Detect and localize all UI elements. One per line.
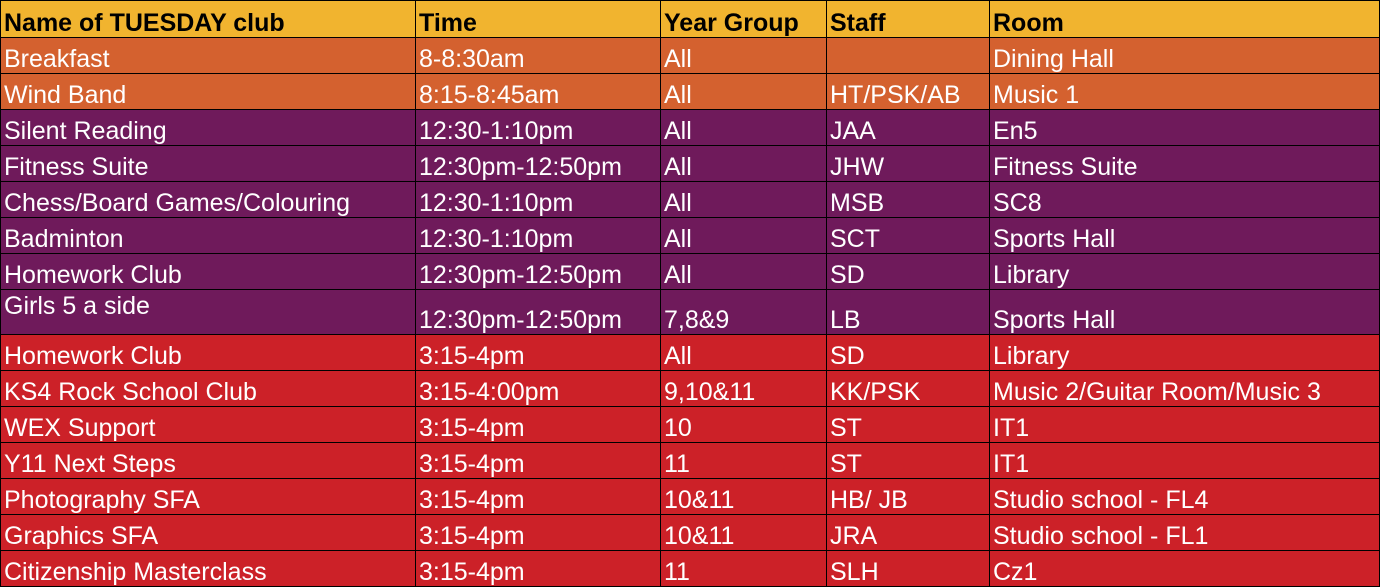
table-cell: SD — [826, 334, 990, 371]
table-cell: 8:15-8:45am — [415, 73, 661, 110]
table-cell: Music 2/Guitar Room/Music 3 — [989, 370, 1380, 407]
table-row: KS4 Rock School Club 3:15-4:00pm 9,10&11 KK… — [0, 370, 1380, 407]
table-cell: Library — [989, 253, 1380, 290]
table-row: Graphics SFA 3:15-4pm 10&11 JRA Studio schoo… — [0, 514, 1380, 551]
table-row: Fitness Suite 12:30pm-12:50pm All JHW Fitnes… — [0, 145, 1380, 182]
table-cell: Chess/Board Games/Colouring — [0, 181, 416, 218]
table-cell: Badminton — [0, 217, 416, 254]
table-cell: Homework Club — [0, 334, 416, 371]
table-row: Homework Club 12:30pm-12:50pm All SD Library — [0, 253, 1380, 290]
table-cell: Breakfast — [0, 37, 416, 74]
table-cell: Dining Hall — [989, 37, 1380, 74]
table-cell: 7,8&9 — [660, 289, 827, 335]
table-cell: All — [660, 253, 827, 290]
table-cell: Sports Hall — [989, 217, 1380, 254]
table-cell: 10&11 — [660, 514, 827, 551]
table-cell: Girls 5 a side — [0, 289, 416, 335]
table-cell: IT1 — [989, 406, 1380, 443]
table-cell: All — [660, 37, 827, 74]
table-cell: Studio school - FL1 — [989, 514, 1380, 551]
table-cell: SCT — [826, 217, 990, 254]
table-row: Citizenship Masterclass 3:15-4pm 11 SLH Cz1 — [0, 550, 1380, 587]
table-cell: HB/ JB — [826, 478, 990, 515]
table-cell: All — [660, 109, 827, 146]
header-cell: Year Group — [660, 0, 827, 38]
table-row: Breakfast 8-8:30am All Dining Hall — [0, 37, 1380, 74]
header-cell: Name of TUESDAY club — [0, 0, 416, 38]
table-cell: All — [660, 181, 827, 218]
table-cell — [826, 37, 990, 74]
table-cell: 12:30-1:10pm — [415, 181, 661, 218]
header-cell: Staff — [826, 0, 990, 38]
table-cell: JAA — [826, 109, 990, 146]
table-row: Wind Band 8:15-8:45am All HT/PSK/AB Music 1 — [0, 73, 1380, 110]
table-cell: 12:30pm-12:50pm — [415, 145, 661, 182]
table-cell: 12:30-1:10pm — [415, 109, 661, 146]
table-cell: 3:15-4:00pm — [415, 370, 661, 407]
table-cell: IT1 — [989, 442, 1380, 479]
table-cell: 3:15-4pm — [415, 442, 661, 479]
table-cell: 3:15-4pm — [415, 514, 661, 551]
table-row: Photography SFA 3:15-4pm 10&11 HB/ JB Studio… — [0, 478, 1380, 515]
table-cell: ST — [826, 442, 990, 479]
table-cell: Fitness Suite — [989, 145, 1380, 182]
table-row: Chess/Board Games/Colouring 12:30-1:10pm A… — [0, 181, 1380, 218]
table-cell: Music 1 — [989, 73, 1380, 110]
table-row: Girls 5 a side 12:30pm-12:50pm 7,8&9 LB Spor… — [0, 289, 1380, 335]
table-cell: Citizenship Masterclass — [0, 550, 416, 587]
header-cell: Room — [989, 0, 1380, 38]
table-row: Badminton 12:30-1:10pm All SCT Sports Hall — [0, 217, 1380, 254]
table-cell: 10&11 — [660, 478, 827, 515]
table-row: Y11 Next Steps 3:15-4pm 11 ST IT1 — [0, 442, 1380, 479]
table-cell: 3:15-4pm — [415, 478, 661, 515]
table-cell: SLH — [826, 550, 990, 587]
table-row: Silent Reading 12:30-1:10pm All JAA En5 — [0, 109, 1380, 146]
table-cell: Fitness Suite — [0, 145, 416, 182]
table-cell: 12:30-1:10pm — [415, 217, 661, 254]
table-cell: Studio school - FL4 — [989, 478, 1380, 515]
table-cell: All — [660, 73, 827, 110]
table-cell: LB — [826, 289, 990, 335]
table-cell: 11 — [660, 442, 827, 479]
table-cell: WEX Support — [0, 406, 416, 443]
table-cell: Silent Reading — [0, 109, 416, 146]
table-cell: ST — [826, 406, 990, 443]
table-cell: 3:15-4pm — [415, 406, 661, 443]
table-cell: 12:30pm-12:50pm — [415, 289, 661, 335]
table-cell: HT/PSK/AB — [826, 73, 990, 110]
table-cell: Wind Band — [0, 73, 416, 110]
table-cell: JHW — [826, 145, 990, 182]
table-cell: KS4 Rock School Club — [0, 370, 416, 407]
table-cell: 12:30pm-12:50pm — [415, 253, 661, 290]
table-cell: All — [660, 217, 827, 254]
table-cell: SD — [826, 253, 990, 290]
table-cell: 3:15-4pm — [415, 550, 661, 587]
table-cell: En5 — [989, 109, 1380, 146]
table-row: WEX Support 3:15-4pm 10 ST IT1 — [0, 406, 1380, 443]
table-cell: Library — [989, 334, 1380, 371]
table-cell: Y11 Next Steps — [0, 442, 416, 479]
table-cell: Sports Hall — [989, 289, 1380, 335]
table-cell: SC8 — [989, 181, 1380, 218]
table-cell: All — [660, 334, 827, 371]
table-cell: Homework Club — [0, 253, 416, 290]
table-cell: Graphics SFA — [0, 514, 416, 551]
table-cell: All — [660, 145, 827, 182]
table-cell: 11 — [660, 550, 827, 587]
table-cell: 3:15-4pm — [415, 334, 661, 371]
table-row: Homework Club 3:15-4pm All SD Library — [0, 334, 1380, 371]
table-cell: 8-8:30am — [415, 37, 661, 74]
header-cell: Time — [415, 0, 661, 38]
table-cell: MSB — [826, 181, 990, 218]
table-cell: JRA — [826, 514, 990, 551]
table-cell: Cz1 — [989, 550, 1380, 587]
table-cell: Photography SFA — [0, 478, 416, 515]
table-cell: 10 — [660, 406, 827, 443]
header-row: Name of TUESDAY club Time Year Group Staff R… — [0, 0, 1380, 38]
table-cell: 9,10&11 — [660, 370, 827, 407]
table-cell: KK/PSK — [826, 370, 990, 407]
